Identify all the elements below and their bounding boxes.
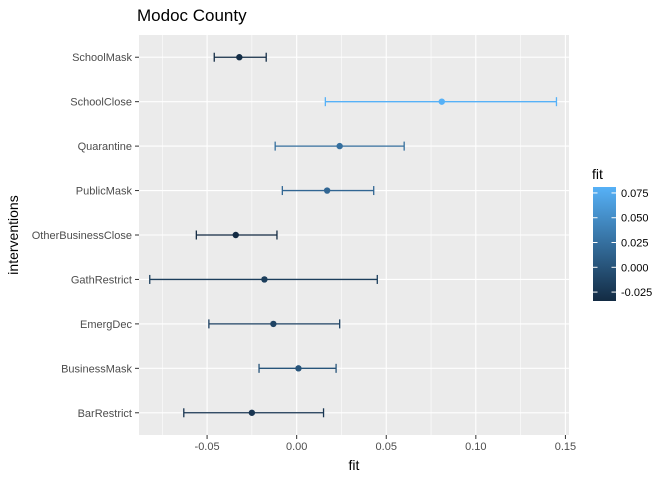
legend-break-label: 0.025 bbox=[621, 238, 649, 250]
y-tick-label: PublicMask bbox=[76, 186, 133, 198]
fit-point bbox=[295, 365, 302, 372]
error-bar-group bbox=[281, 186, 375, 196]
legend-break-label: 0.050 bbox=[621, 213, 649, 225]
x-tick-label: 0.05 bbox=[376, 441, 397, 453]
x-tick-label: 0.10 bbox=[465, 441, 486, 453]
color-legend: fit 0.075 0.050 0.025 0.000 -0.025 bbox=[592, 166, 652, 301]
y-tick-label: BarRestrict bbox=[78, 408, 132, 420]
legend-break-label: 0.000 bbox=[621, 262, 649, 274]
fit-point bbox=[270, 320, 277, 328]
error-bar-group bbox=[183, 408, 325, 418]
y-tick-label: Quarantine bbox=[78, 141, 132, 153]
legend-break-label: 0.075 bbox=[621, 188, 649, 200]
legend-title: fit bbox=[592, 166, 603, 182]
y-tick-label: OtherBusinessClose bbox=[32, 230, 132, 242]
error-bar-group bbox=[195, 230, 278, 240]
y-tick-label: EmergDec bbox=[80, 319, 132, 331]
y-tick-label: SchoolMask bbox=[72, 52, 132, 64]
fit-point bbox=[232, 231, 239, 239]
x-tick-label: 0.00 bbox=[286, 441, 307, 453]
fit-point bbox=[248, 409, 256, 416]
y-axis: SchoolMask SchoolClose Quarantine PublicMas… bbox=[32, 52, 139, 420]
fit-point bbox=[336, 142, 343, 150]
legend-colorbar bbox=[593, 187, 616, 301]
y-tick-label: GathRestrict bbox=[71, 274, 132, 286]
legend-break-label: -0.025 bbox=[621, 287, 652, 299]
fit-point bbox=[323, 187, 331, 194]
error-bar-group bbox=[324, 97, 558, 107]
y-tick-label: BusinessMask bbox=[61, 363, 132, 375]
error-bar-group bbox=[149, 274, 378, 284]
y-axis-title: interventions bbox=[5, 195, 21, 274]
y-tick-label: SchoolClose bbox=[70, 97, 132, 109]
chart-title: Modoc County bbox=[137, 6, 247, 25]
error-bar-group bbox=[213, 52, 267, 62]
error-bar-group bbox=[258, 363, 337, 373]
fit-point bbox=[261, 276, 268, 283]
x-tick-label: -0.05 bbox=[195, 441, 220, 453]
x-axis-title: fit bbox=[349, 457, 360, 473]
fit-point bbox=[438, 98, 445, 105]
x-axis: -0.05 0.00 0.05 0.10 0.15 bbox=[195, 435, 576, 453]
fit-point bbox=[236, 54, 243, 61]
x-tick-label: 0.15 bbox=[555, 441, 576, 453]
error-bar-group bbox=[208, 319, 341, 329]
error-bar-series bbox=[149, 52, 558, 418]
error-bar-group bbox=[274, 141, 405, 151]
